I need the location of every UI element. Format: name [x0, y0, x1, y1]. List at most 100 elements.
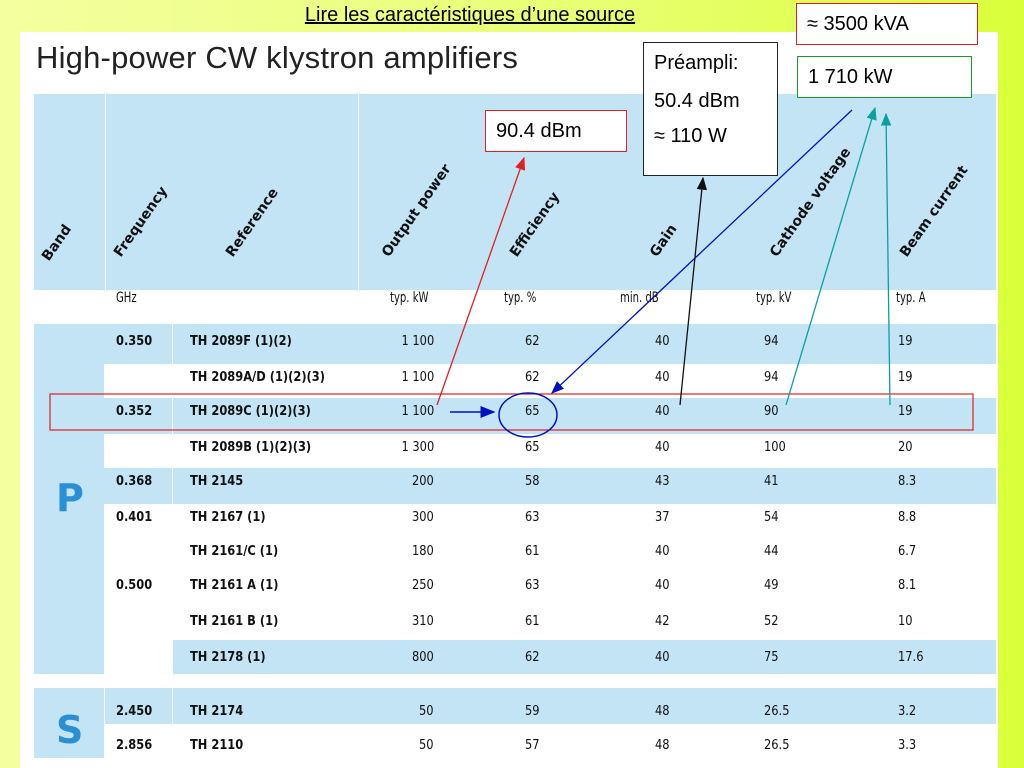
output-dbm-value: 90.4 dBm	[496, 120, 582, 142]
row-stripe	[104, 724, 996, 758]
apparent-power-box: ≈ 3500 kVA	[796, 3, 978, 45]
cell-power: 180	[412, 544, 434, 559]
row-stripe	[172, 640, 996, 674]
cell-volt: 52	[764, 614, 779, 629]
cell-curr: 19	[898, 334, 913, 349]
band-label-s: S	[56, 708, 84, 752]
cell-curr: 8.8	[898, 510, 917, 525]
cell-curr: 17.6	[898, 650, 924, 665]
output-dbm-box: 90.4 dBm	[485, 110, 627, 152]
cell-gain: 40	[655, 404, 670, 419]
cell-ref: TH 2145	[190, 474, 244, 489]
unit-gain: min. dB	[620, 290, 659, 306]
slide-title: Lire les caractéristiques d’une source	[304, 4, 636, 26]
cell-power: 1 100	[401, 334, 434, 349]
cell-gain: 48	[655, 738, 670, 753]
cell-freq: 0.401	[116, 510, 153, 525]
cell-gain: 40	[655, 650, 670, 665]
cell-volt: 94	[764, 334, 779, 349]
row-stripe	[104, 536, 996, 640]
beam-power-box: 1 710 kW	[797, 56, 972, 98]
cell-eff: 61	[525, 544, 540, 559]
cell-freq: 0.500	[116, 578, 153, 593]
cell-volt: 44	[764, 544, 779, 559]
cell-freq: 0.352	[116, 404, 153, 419]
cell-eff: 63	[525, 510, 540, 525]
preamplifier-box: Préampli: 50.4 dBm ≈ 110 W	[643, 42, 778, 176]
unit-efficiency: typ. %	[504, 290, 537, 306]
cell-power: 200	[412, 474, 434, 489]
col-divider	[105, 94, 106, 290]
cell-freq: 0.368	[116, 474, 153, 489]
cell-volt: 41	[764, 474, 779, 489]
cell-curr: 8.1	[898, 578, 917, 593]
cell-power: 50	[419, 704, 434, 719]
cell-ref: TH 2089F (1)(2)	[190, 334, 292, 349]
cell-curr: 19	[898, 404, 913, 419]
cell-eff: 59	[525, 704, 540, 719]
col-divider	[172, 324, 173, 674]
cell-curr: 20	[898, 440, 913, 455]
cell-ref: TH 2178 (1)	[190, 650, 266, 665]
cell-freq: 2.450	[116, 704, 153, 719]
unit-output-power: typ. kW	[390, 290, 429, 306]
cell-ref: TH 2089C (1)(2)(3)	[190, 404, 311, 419]
cell-volt: 49	[764, 578, 779, 593]
cell-power: 1 300	[401, 440, 434, 455]
cell-volt: 90	[764, 404, 779, 419]
cell-gain: 40	[655, 578, 670, 593]
cell-gain: 43	[655, 474, 670, 489]
cell-ref: TH 2167 (1)	[190, 510, 266, 525]
cell-freq: 2.856	[116, 738, 153, 753]
apparent-power-value: ≈ 3500 kVA	[807, 13, 909, 35]
cell-ref: TH 2089B (1)(2)(3)	[190, 440, 312, 455]
cell-gain: 40	[655, 440, 670, 455]
cell-eff: 61	[525, 614, 540, 629]
cell-volt: 75	[764, 650, 779, 665]
cell-eff: 62	[525, 650, 540, 665]
cell-eff: 65	[525, 404, 540, 419]
unit-beam-current: typ. A	[896, 290, 926, 306]
cell-power: 250	[412, 578, 434, 593]
cell-gain: 40	[655, 544, 670, 559]
beam-power-value: 1 710 kW	[808, 66, 893, 88]
cell-gain: 48	[655, 704, 670, 719]
cell-volt: 54	[764, 510, 779, 525]
cell-volt: 100	[764, 440, 786, 455]
cell-volt: 94	[764, 370, 779, 385]
cell-curr: 19	[898, 370, 913, 385]
cell-power: 50	[419, 738, 434, 753]
col-divider	[104, 688, 105, 758]
cell-gain: 42	[655, 614, 670, 629]
datasheet-heading: High-power CW klystron amplifiers	[36, 40, 519, 75]
cell-power: 1 100	[401, 370, 434, 385]
cell-ref: TH 2174	[190, 704, 244, 719]
col-divider	[172, 688, 173, 758]
preamplifier-label: Préampli:	[654, 52, 739, 74]
unit-cathode-voltage: typ. kV	[756, 290, 792, 306]
cell-power: 300	[412, 510, 434, 525]
cell-volt: 26.5	[764, 738, 790, 753]
cell-eff: 62	[525, 370, 540, 385]
cell-gain: 37	[655, 510, 670, 525]
cell-power: 800	[412, 650, 434, 665]
cell-eff: 63	[525, 578, 540, 593]
row-stripe	[104, 434, 996, 468]
cell-ref: TH 2089A/D (1)(2)(3)	[190, 370, 325, 385]
unit-frequency: GHz	[116, 290, 137, 306]
cell-power: 310	[412, 614, 434, 629]
preamplifier-dbm: 50.4 dBm	[654, 90, 740, 112]
cell-ref: TH 2110	[190, 738, 244, 753]
cell-gain: 40	[655, 334, 670, 349]
cell-eff: 65	[525, 440, 540, 455]
cell-ref: TH 2161/C (1)	[190, 544, 279, 559]
cell-ref: TH 2161 A (1)	[190, 578, 279, 593]
freq-gap	[104, 640, 172, 674]
cell-gain: 40	[655, 370, 670, 385]
preamplifier-watts: ≈ 110 W	[654, 125, 727, 147]
cell-eff: 57	[525, 738, 540, 753]
cell-volt: 26.5	[764, 704, 790, 719]
cell-power: 1 100	[401, 404, 434, 419]
row-stripe	[104, 504, 996, 538]
cell-curr: 6.7	[898, 544, 917, 559]
